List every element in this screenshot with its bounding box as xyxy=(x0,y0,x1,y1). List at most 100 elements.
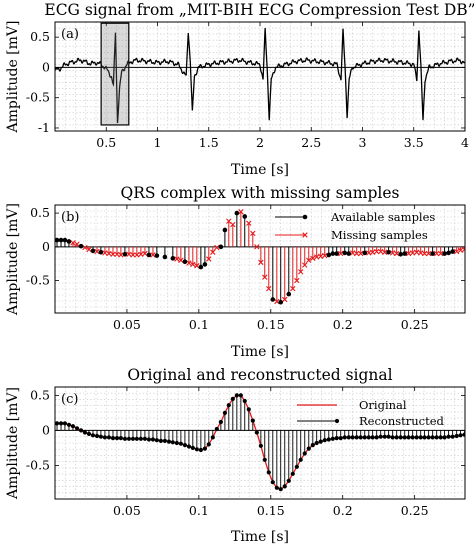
reconstructed-marker xyxy=(282,484,287,489)
x-tick-label: 0.15 xyxy=(257,317,285,332)
reconstructed-marker xyxy=(302,451,307,456)
reconstructed-marker xyxy=(242,398,247,404)
missing-sample-marker xyxy=(82,244,88,251)
available-sample-marker xyxy=(430,251,435,256)
available-sample-marker xyxy=(90,248,96,254)
reconstructed-marker xyxy=(286,478,291,483)
x-tick-label: 0.2 xyxy=(333,503,353,518)
reconstructed-marker xyxy=(350,435,355,440)
reconstructed-marker xyxy=(126,436,132,441)
available-sample-marker xyxy=(218,244,224,250)
y-axis-label: Amplitude [mV] xyxy=(5,21,21,134)
missing-sample-marker xyxy=(254,244,260,250)
panel-c: Original and reconstructed signal Amplitu… xyxy=(5,366,466,545)
missing-sample-marker xyxy=(266,286,272,292)
reconstructed-marker xyxy=(358,435,363,440)
reconstructed-marker xyxy=(322,438,327,443)
reconstructed-marker xyxy=(266,470,271,475)
missing-sample-marker xyxy=(238,209,244,215)
reconstructed-marker xyxy=(450,434,455,439)
reconstructed-marker xyxy=(218,419,223,425)
x-tick-label: 1.5 xyxy=(199,135,219,150)
reconstructed-marker xyxy=(426,435,431,440)
reconstructed-marker xyxy=(294,464,299,469)
grid xyxy=(55,22,465,131)
missing-sample-marker xyxy=(453,248,460,255)
y-tick-label: -0.5 xyxy=(26,273,50,288)
x-tick-label: 0.5 xyxy=(96,135,116,150)
plot-area xyxy=(55,209,465,305)
available-sample-marker xyxy=(342,250,348,256)
missing-sample-marker xyxy=(130,252,136,258)
available-sample-marker xyxy=(270,297,276,302)
axes-frame xyxy=(54,21,466,132)
missing-sample-marker xyxy=(369,249,376,255)
available-sample-marker xyxy=(442,251,447,256)
available-sample-marker xyxy=(198,264,204,270)
reconstructed-marker xyxy=(138,436,143,441)
reconstructed-marker xyxy=(226,403,231,408)
reconstructed-marker xyxy=(370,435,375,440)
reconstructed-marker xyxy=(374,435,379,440)
reconstructed-marker xyxy=(122,436,128,441)
reconstructed-marker xyxy=(458,433,463,438)
highlight-box xyxy=(100,22,130,126)
missing-sample-marker xyxy=(313,254,320,260)
reconstructed-marker xyxy=(186,444,192,449)
x-tick-label: 0.25 xyxy=(401,317,429,332)
available-sample-marker xyxy=(334,251,339,256)
missing-sample-marker xyxy=(457,247,464,253)
reconstructed-marker xyxy=(250,418,255,423)
y-tick-label: 0.5 xyxy=(30,387,50,402)
x-tick-label: 0.15 xyxy=(257,503,285,518)
reconstructed-marker xyxy=(190,445,195,450)
available-sample-marker xyxy=(402,251,408,256)
reconstructed-marker xyxy=(298,457,303,462)
reconstructed-marker xyxy=(354,435,359,440)
missing-sample-marker xyxy=(282,296,288,303)
reconstructed-marker xyxy=(194,447,199,452)
x-axis-label: Time [s] xyxy=(231,529,289,545)
available-sample-marker xyxy=(386,249,391,255)
missing-sample-marker xyxy=(94,248,100,255)
available-sample-marker xyxy=(326,252,332,258)
missing-sample-marker xyxy=(378,248,384,255)
reconstructed-marker xyxy=(334,436,339,441)
reconstructed-marker xyxy=(366,435,371,440)
y-axis-label: Amplitude [mV] xyxy=(5,203,21,316)
missing-sample-marker xyxy=(150,252,156,258)
reconstructed-marker xyxy=(110,436,116,441)
reconstructed-marker xyxy=(70,424,76,429)
missing-sample-marker xyxy=(86,246,92,253)
reconstructed-marker xyxy=(418,435,423,440)
reconstructed-marker xyxy=(382,434,387,439)
reconstructed-marker xyxy=(174,440,179,446)
legend-label-original: Original xyxy=(359,398,407,412)
y-tick-label: -0.5 xyxy=(26,90,50,105)
reconstructed-marker xyxy=(62,421,68,426)
missing-sample-marker xyxy=(102,250,108,256)
reconstructed-marker xyxy=(66,422,72,427)
available-sample-marker xyxy=(162,254,168,260)
available-sample-marker xyxy=(222,227,228,233)
missing-sample-marker xyxy=(246,220,252,226)
y-tick-label: 0.5 xyxy=(30,29,50,44)
reconstructed-marker xyxy=(386,434,391,439)
reconstructed-marker xyxy=(146,437,152,442)
missing-sample-marker xyxy=(409,250,416,256)
missing-sample-marker xyxy=(358,250,364,257)
missing-sample-marker xyxy=(294,277,300,284)
y-tick-label: -1 xyxy=(38,120,50,135)
missing-sample-marker xyxy=(322,252,328,259)
reconstructed-marker xyxy=(166,439,172,444)
missing-sample-marker xyxy=(389,250,396,256)
reconstructed-marker xyxy=(130,436,136,441)
reconstructed-marker xyxy=(158,438,163,443)
missing-sample-marker xyxy=(413,249,420,255)
reconstructed-marker xyxy=(182,443,188,448)
available-sample-marker xyxy=(346,251,352,256)
y-tick-label: 0 xyxy=(42,59,50,74)
reconstructed-marker xyxy=(78,428,84,433)
reconstructed-marker xyxy=(378,434,383,439)
